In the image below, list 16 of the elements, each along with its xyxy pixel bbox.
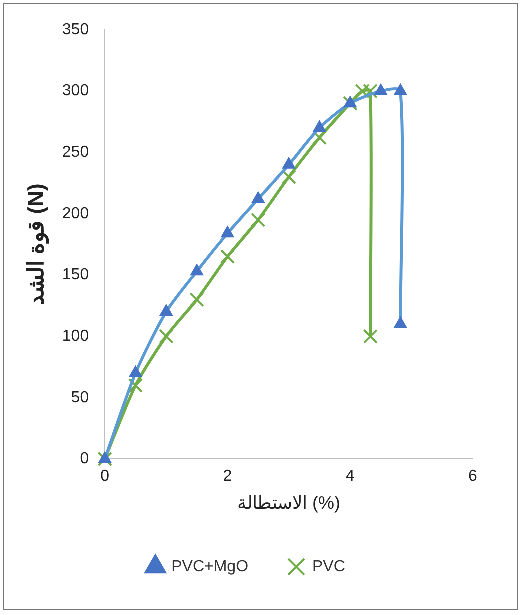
y-axis-title: قوة الشد (N) [23,184,50,306]
x-tick-label: 0 [100,468,110,486]
y-tick-label: 0 [80,450,90,468]
y-tick-label: 150 [62,266,90,284]
x-tick-label: 6 [468,468,478,486]
y-tick-label: 300 [62,82,90,100]
legend-label: PVC+MgO [172,558,249,576]
x-tick-label: 2 [223,468,232,486]
y-tick-label: 200 [62,205,90,222]
y-tick-label: 250 [62,144,90,162]
x-axis-title: الاستطالة (%) [238,493,341,514]
legend-label: PVC [312,558,346,576]
x-tick-label: 4 [346,468,355,486]
y-tick-label: 350 [62,21,90,38]
y-tick-label: 100 [62,328,90,345]
y-tick-label: 50 [71,389,90,406]
